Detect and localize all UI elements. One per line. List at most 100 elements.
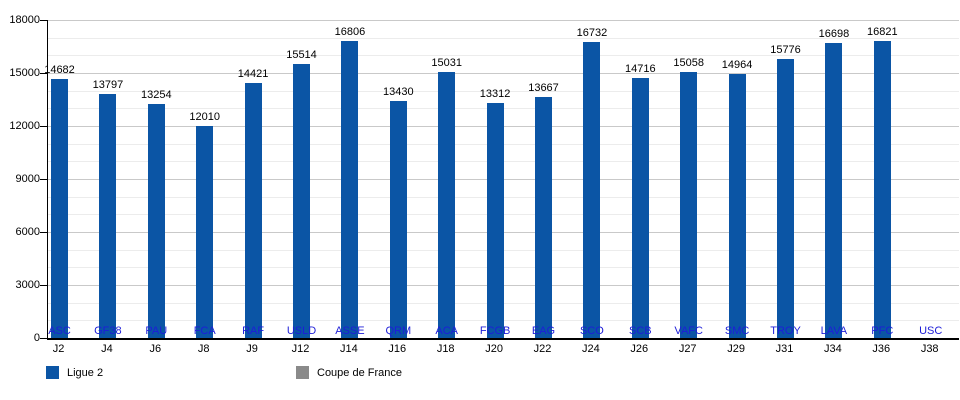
bar-j36[interactable] <box>873 40 891 338</box>
y-axis-tick <box>40 126 47 127</box>
value-label: 13254 <box>141 88 172 101</box>
y-axis-label: 0 <box>33 332 40 344</box>
bar-j4[interactable] <box>99 94 117 338</box>
x-axis-label: J12 <box>291 343 310 355</box>
legend-label-coupe-de-france: Coupe de France <box>317 366 402 379</box>
value-label: 12010 <box>189 110 220 123</box>
value-label: 16821 <box>867 25 898 38</box>
minor-gridline <box>48 37 959 39</box>
x-axis-label: J20 <box>485 343 503 355</box>
x-axis-label: J27 <box>678 343 697 355</box>
x-axis-label: J24 <box>582 343 600 355</box>
bar-j8[interactable] <box>196 125 214 338</box>
plot-area: 14682 ASC 13797 GF38 13254 PAU 12010 FCA 14421 RA… <box>40 20 959 340</box>
team-label: ACA <box>435 325 458 337</box>
bar-j29[interactable] <box>728 73 746 338</box>
team-label: PAU <box>145 325 168 337</box>
team-label: RAF <box>242 325 265 337</box>
x-axis-label: J9 <box>246 343 258 355</box>
x-axis-label: J36 <box>872 343 891 355</box>
bar-j31[interactable] <box>777 59 794 338</box>
value-label: 13312 <box>479 87 511 100</box>
team-label: SMC <box>724 325 750 337</box>
y-axis-tick <box>40 179 47 180</box>
value-label: 13430 <box>383 85 414 98</box>
legend: Ligue 2 Coupe de France <box>0 366 960 386</box>
y-axis-label: 18000 <box>9 14 40 26</box>
y-axis-label: 12000 <box>9 120 40 132</box>
legend-label-ligue-2: Ligue 2 <box>67 366 104 379</box>
x-axis-label: J22 <box>533 343 552 355</box>
value-label: 15776 <box>770 44 801 57</box>
bar-j12[interactable] <box>293 63 310 338</box>
x-axis-label: J6 <box>149 343 162 355</box>
minor-gridline <box>48 55 959 57</box>
value-label: 13797 <box>92 79 124 92</box>
x-axis-label: J18 <box>436 343 455 355</box>
team-label: VAFC <box>674 325 703 337</box>
team-label: FCA <box>193 325 216 337</box>
bar-j18[interactable] <box>438 72 456 338</box>
y-axis-tick <box>40 338 47 339</box>
bar-j27[interactable] <box>680 71 698 338</box>
value-label: 14682 <box>44 63 75 76</box>
value-label: 15031 <box>431 57 462 70</box>
bar-j14[interactable] <box>341 41 359 338</box>
bar-j16[interactable] <box>389 100 407 338</box>
team-label: QRM <box>385 325 412 337</box>
x-axis-label: J26 <box>630 343 649 355</box>
coupe-de-france-swatch-icon <box>296 366 309 379</box>
value-label: 14964 <box>721 58 753 71</box>
ligue-2-swatch-icon <box>46 366 59 379</box>
team-label: GF38 <box>94 325 122 337</box>
major-gridline <box>48 20 959 21</box>
x-axis-label: J2 <box>52 343 65 355</box>
team-label: TROY <box>770 325 801 337</box>
x-axis-label: J29 <box>727 343 745 355</box>
x-axis-label: J34 <box>824 343 842 355</box>
team-label: FCGB <box>479 325 511 337</box>
x-axis-label: J38 <box>920 343 939 355</box>
y-axis-tick <box>40 232 47 233</box>
value-label: 14421 <box>237 68 269 81</box>
bar-j9[interactable] <box>244 83 262 338</box>
legend-item-ligue-2[interactable]: Ligue 2 <box>46 366 103 379</box>
bar-j22[interactable] <box>535 96 552 338</box>
y-axis-tick <box>40 73 47 74</box>
team-label: ASSE <box>335 325 365 337</box>
value-label: 14716 <box>625 63 656 76</box>
value-label: 15058 <box>673 56 704 69</box>
y-axis-label: 15000 <box>9 67 40 79</box>
x-axis-label: J8 <box>197 343 210 355</box>
team-label: USC <box>919 325 943 337</box>
y-axis-tick <box>40 20 47 21</box>
team-label: SCB <box>628 325 652 337</box>
team-label: SCO <box>579 325 604 337</box>
bar-j24[interactable] <box>583 42 601 338</box>
value-label: 15514 <box>286 48 317 61</box>
x-axis-label: J16 <box>388 343 407 355</box>
team-label: EAG <box>531 325 556 337</box>
y-axis-label: 3000 <box>15 279 40 291</box>
x-axis-label: J31 <box>775 343 794 355</box>
bar-j26[interactable] <box>631 78 649 338</box>
major-gridline <box>48 73 959 74</box>
minor-gridline <box>48 90 959 92</box>
team-label: USLD <box>286 325 317 337</box>
value-label: 13667 <box>528 81 559 94</box>
value-label: 16698 <box>818 28 850 40</box>
y-axis-label: 6000 <box>15 226 40 238</box>
x-axis-label: J4 <box>101 343 113 355</box>
x-axis-label: J14 <box>340 343 358 355</box>
team-label: LAVA <box>820 325 848 337</box>
legend-item-coupe-de-france[interactable]: Coupe de France <box>296 366 402 379</box>
value-label: 16732 <box>576 27 608 40</box>
team-label: ASC <box>48 325 71 337</box>
team-label: PFC <box>871 325 894 337</box>
bar-j20[interactable] <box>486 102 504 338</box>
bar-j6[interactable] <box>147 103 165 338</box>
bar-j34[interactable] <box>825 43 843 338</box>
y-axis-label: 9000 <box>15 173 40 185</box>
bar-j2[interactable] <box>51 78 68 338</box>
